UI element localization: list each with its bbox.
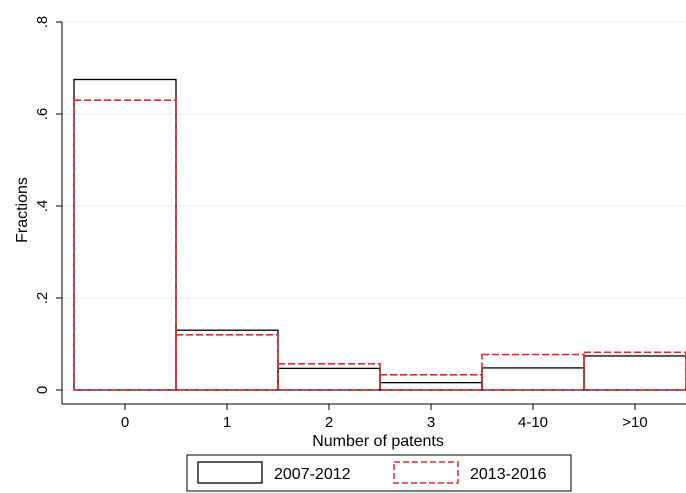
- bar-2007-2012-4-10: [481, 367, 585, 391]
- bar-2013-2016-4-10: [481, 353, 585, 391]
- x-axis-ticks: 0 1 2 3 4-10 >10: [121, 404, 648, 431]
- legend-box: [186, 454, 572, 492]
- bar-2013-2016-0: [73, 99, 177, 391]
- series-2013-2016-bars: [73, 99, 686, 391]
- y-tick-label: .8: [34, 16, 51, 29]
- axes: [61, 22, 686, 405]
- bar-2013-2016-3: [379, 374, 483, 391]
- y-axis-ticks: 0 .2 .4 .6 .8: [34, 16, 62, 394]
- legend-label-2007-2012: 2007-2012: [274, 466, 351, 483]
- bar-2007-2012->10: [583, 355, 686, 391]
- gridlines: [62, 21, 686, 391]
- bar-2013-2016->10: [583, 351, 686, 391]
- bar-2007-2012-1: [175, 329, 279, 391]
- y-tick-label: 0: [34, 386, 51, 394]
- bar-2007-2012-3: [379, 381, 483, 391]
- y-tick-label: .6: [34, 108, 51, 121]
- x-tick-label: 3: [427, 414, 435, 431]
- x-axis-title: Number of patents: [312, 433, 444, 450]
- bar-2013-2016-2: [277, 362, 381, 391]
- y-tick-label: .2: [34, 292, 51, 305]
- series-2007-2012-bars: [73, 78, 686, 391]
- x-tick-label: >10: [622, 414, 647, 431]
- x-tick-label: 0: [121, 414, 129, 431]
- x-tick-label: 1: [223, 414, 231, 431]
- y-tick-label: .4: [34, 200, 51, 213]
- legend-label-2013-2016: 2013-2016: [470, 466, 547, 483]
- legend-key-2013-2016: [393, 461, 459, 484]
- bar-2007-2012-0: [73, 78, 177, 391]
- bar-2013-2016-1: [175, 333, 279, 391]
- legend-key-2007-2012: [197, 461, 263, 484]
- y-axis-title: Fractions: [14, 177, 31, 243]
- bar-2007-2012-2: [277, 367, 381, 391]
- x-tick-label: 4-10: [518, 414, 548, 431]
- x-tick-label: 2: [325, 414, 333, 431]
- legend: 2007-2012 2013-2016: [186, 454, 572, 492]
